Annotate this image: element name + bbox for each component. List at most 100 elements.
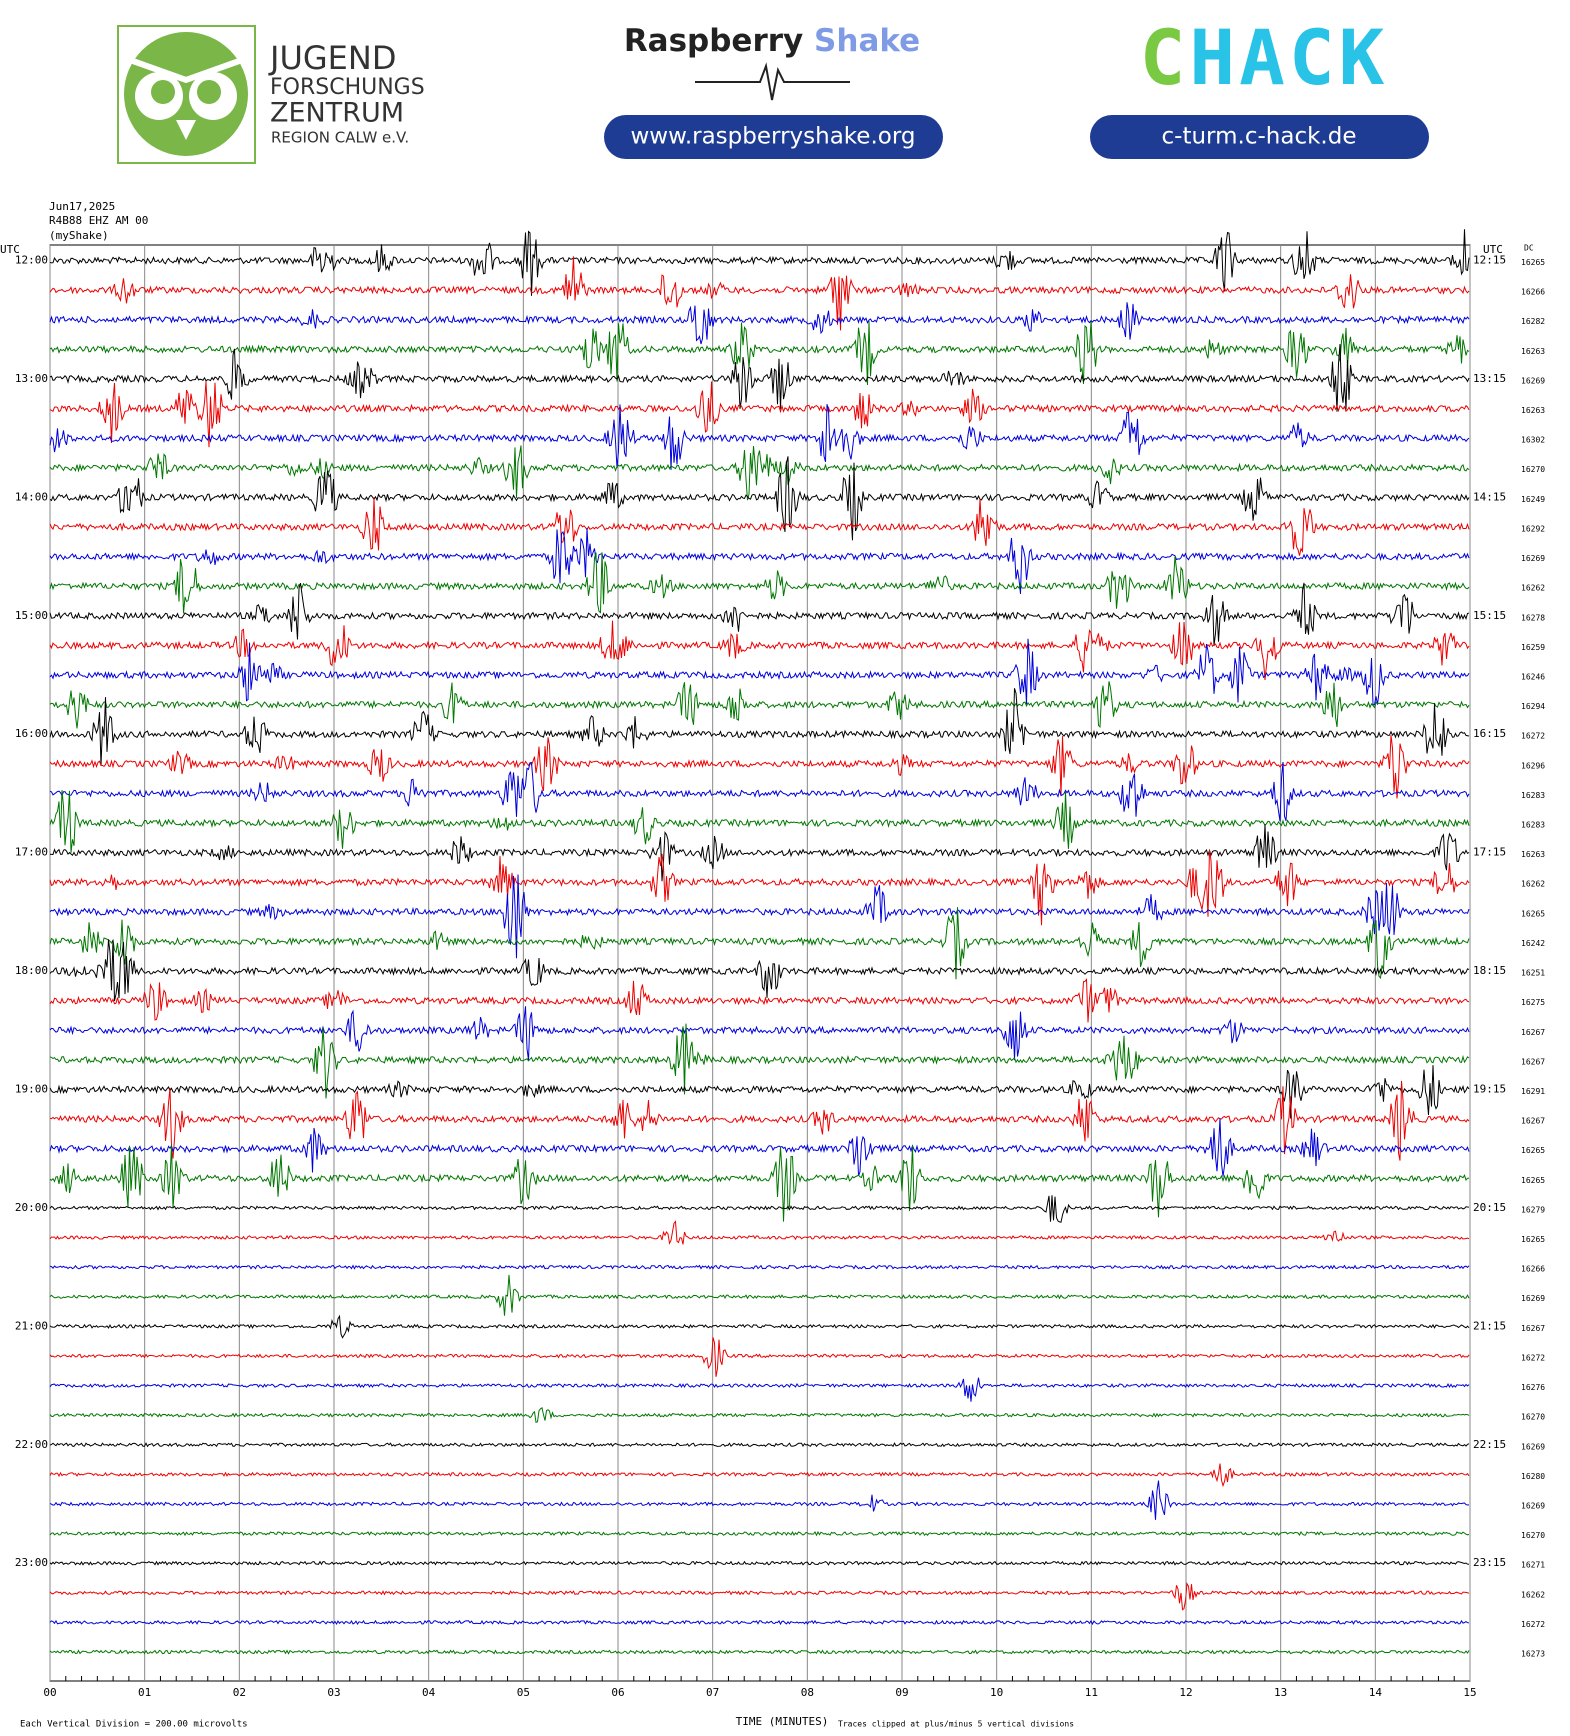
seismic-trace bbox=[49, 344, 1470, 412]
labels: 00 01 02 03 04 05 06 07 08 09 10 11 12 13 14 15 16265 12:… bbox=[15, 254, 1545, 1700]
right-time-label: 17:15 bbox=[1473, 846, 1506, 859]
left-time-label: 13:00 bbox=[15, 372, 48, 385]
seismic-trace bbox=[49, 681, 1470, 729]
x-tick-label: 15 bbox=[1463, 1686, 1476, 1699]
utc-right: UTC bbox=[1483, 243, 1503, 256]
seismic-trace bbox=[49, 1144, 1470, 1222]
dc-value: 16242 bbox=[1521, 939, 1545, 948]
left-time-label: 14:00 bbox=[15, 490, 48, 503]
dc-value: 16265 bbox=[1521, 909, 1545, 918]
dc-value: 16270 bbox=[1521, 465, 1545, 474]
x-axis-label: TIME (MINUTES) bbox=[736, 1715, 829, 1728]
right-time-label: 22:15 bbox=[1473, 1438, 1506, 1451]
dc-value: 16294 bbox=[1521, 702, 1545, 711]
seismic-trace bbox=[49, 582, 1470, 647]
seismic-trace bbox=[49, 381, 1470, 448]
dc-value: 16272 bbox=[1521, 732, 1545, 741]
seismic-trace bbox=[49, 907, 1470, 980]
dc-value: 16263 bbox=[1521, 850, 1545, 859]
left-time-label: 16:00 bbox=[15, 727, 48, 740]
seismic-trace bbox=[49, 1220, 1470, 1245]
seismic-trace bbox=[49, 1442, 1470, 1448]
right-time-label: 13:15 bbox=[1473, 372, 1506, 385]
seismic-trace bbox=[49, 1530, 1470, 1537]
dc-value: 16269 bbox=[1521, 1294, 1545, 1303]
x-tick-label: 07 bbox=[706, 1686, 719, 1699]
right-time-label: 21:15 bbox=[1473, 1319, 1506, 1332]
left-time-label: 21:00 bbox=[15, 1319, 48, 1332]
logo-line: ZENTRUM bbox=[270, 98, 404, 129]
right-time-label: 16:15 bbox=[1473, 727, 1506, 740]
seismic-trace bbox=[49, 688, 1470, 767]
dc-value: 16272 bbox=[1521, 1353, 1545, 1362]
dc-value: 16270 bbox=[1521, 1531, 1545, 1540]
dc-value: 16267 bbox=[1521, 1057, 1545, 1066]
dc-value: 16276 bbox=[1521, 1383, 1545, 1392]
seismic-trace bbox=[49, 1406, 1470, 1423]
seismic-trace bbox=[49, 1118, 1470, 1177]
seismic-trace bbox=[49, 321, 1470, 386]
chack-hack: HACK bbox=[1189, 13, 1388, 102]
dc-value: 16278 bbox=[1521, 613, 1545, 622]
left-time-label: 12:00 bbox=[15, 254, 48, 267]
left-time-label: 19:00 bbox=[15, 1082, 48, 1095]
seismic-trace bbox=[49, 874, 1470, 959]
seismic-trace bbox=[49, 1560, 1470, 1566]
right-time-label: 20:15 bbox=[1473, 1201, 1506, 1214]
x-tick-label: 03 bbox=[327, 1686, 340, 1699]
seismic-trace bbox=[49, 1314, 1470, 1339]
x-tick-label: 04 bbox=[422, 1686, 436, 1699]
dc-value: 16280 bbox=[1521, 1472, 1545, 1481]
dc-value: 16267 bbox=[1521, 1324, 1545, 1333]
right-time-label: 23:15 bbox=[1473, 1556, 1506, 1569]
dc-value: 16282 bbox=[1521, 317, 1545, 326]
right-time-label: 12:15 bbox=[1473, 254, 1506, 267]
seismic-trace bbox=[49, 977, 1470, 1023]
dc-value: 16265 bbox=[1521, 1235, 1545, 1244]
jfz-logo bbox=[117, 25, 256, 164]
right-time-label: 19:15 bbox=[1473, 1082, 1506, 1095]
dc-value: 16269 bbox=[1521, 1501, 1545, 1510]
station-name: (myShake) bbox=[49, 229, 109, 242]
chack-pill bbox=[1090, 115, 1429, 159]
seismic-trace bbox=[49, 1264, 1470, 1270]
dc-value: 16302 bbox=[1521, 436, 1545, 445]
seismic-trace bbox=[49, 734, 1470, 799]
dc-value: 16265 bbox=[1521, 1176, 1545, 1185]
dc-value: 16267 bbox=[1521, 1028, 1545, 1037]
dc-value: 16251 bbox=[1521, 969, 1545, 978]
dc-value: 16279 bbox=[1521, 1205, 1545, 1214]
dc-value: 16265 bbox=[1521, 1146, 1545, 1155]
logo-line: JUGEND bbox=[268, 39, 396, 77]
seismic-trace bbox=[49, 1080, 1470, 1161]
dc-value: 16266 bbox=[1521, 288, 1545, 297]
seismic-trace bbox=[49, 1582, 1470, 1611]
dc-value: 16269 bbox=[1521, 376, 1545, 385]
right-time-label: 14:15 bbox=[1473, 490, 1506, 503]
seismic-trace bbox=[49, 528, 1470, 594]
x-tick-label: 05 bbox=[517, 1686, 530, 1699]
seismic-trace bbox=[49, 1463, 1470, 1488]
right-time-label: 15:15 bbox=[1473, 609, 1506, 622]
dc-value: 16292 bbox=[1521, 524, 1545, 533]
seismic-trace bbox=[49, 638, 1470, 706]
seismic-trace bbox=[49, 497, 1470, 556]
logo-line: REGION CALW e.V. bbox=[271, 129, 409, 147]
dc-value: 16263 bbox=[1521, 347, 1545, 356]
x-tick-label: 14 bbox=[1369, 1686, 1383, 1699]
seismic-trace bbox=[49, 761, 1470, 822]
seismic-trace bbox=[49, 790, 1470, 853]
dc-value: 16259 bbox=[1521, 643, 1545, 652]
left-time-label: 23:00 bbox=[15, 1556, 48, 1569]
left-time-label: 17:00 bbox=[15, 846, 48, 859]
seismic-trace bbox=[49, 1337, 1470, 1377]
traces bbox=[49, 229, 1470, 1655]
rs-raspberry: Raspberry bbox=[624, 23, 803, 59]
rs-title: Raspberry Shake bbox=[624, 23, 920, 59]
chack-c: C bbox=[1140, 13, 1190, 102]
seismic-trace bbox=[49, 1006, 1470, 1061]
dc-value: 16271 bbox=[1521, 1561, 1545, 1570]
dc-value: 16265 bbox=[1521, 258, 1545, 267]
